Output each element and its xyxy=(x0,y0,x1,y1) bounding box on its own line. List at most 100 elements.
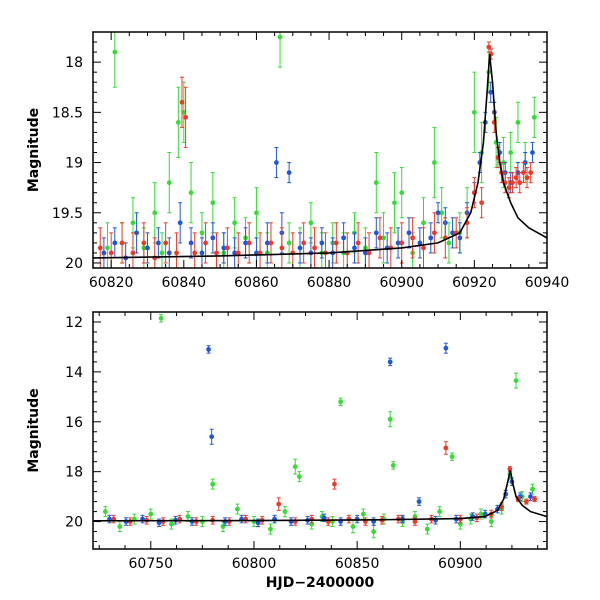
data-point xyxy=(232,237,238,268)
point-marker xyxy=(277,34,283,40)
point-marker xyxy=(399,240,405,246)
point-marker xyxy=(517,180,523,186)
point-marker xyxy=(355,240,361,246)
point-marker xyxy=(108,250,114,256)
series-2 xyxy=(107,342,533,528)
model-curve xyxy=(93,470,547,522)
data-point xyxy=(297,232,303,264)
x-tick-label: 60850 xyxy=(335,556,380,572)
data-point xyxy=(286,222,292,264)
point-marker xyxy=(412,519,418,524)
data-point xyxy=(524,167,530,189)
point-marker xyxy=(297,245,303,251)
x-tick-label: 60940 xyxy=(525,275,570,291)
y-tick-label: 18.5 xyxy=(52,105,83,121)
data-point xyxy=(371,524,377,539)
point-marker xyxy=(488,519,494,524)
point-marker xyxy=(203,240,208,246)
data-point xyxy=(117,521,123,533)
point-marker xyxy=(159,250,165,256)
point-marker xyxy=(282,509,288,514)
point-marker xyxy=(488,89,494,95)
point-marker xyxy=(279,245,285,251)
data-point xyxy=(439,187,445,239)
data-point xyxy=(350,519,356,534)
data-point xyxy=(292,458,298,475)
point-marker xyxy=(350,524,356,529)
data-point xyxy=(432,212,437,254)
data-point xyxy=(235,503,240,515)
data-point xyxy=(309,514,315,524)
data-point xyxy=(530,483,535,495)
point-marker xyxy=(296,474,302,480)
data-point xyxy=(189,517,195,526)
data-point xyxy=(428,222,434,254)
point-marker xyxy=(163,240,169,246)
data-point xyxy=(366,232,372,268)
data-point xyxy=(443,441,449,455)
point-marker xyxy=(112,49,118,55)
point-marker xyxy=(366,250,372,256)
y-tick-label: 14 xyxy=(65,365,83,381)
data-point xyxy=(377,217,383,259)
data-point xyxy=(371,517,377,526)
data-point xyxy=(360,508,366,520)
data-point xyxy=(363,237,368,268)
data-point xyxy=(177,202,183,244)
point-marker xyxy=(188,190,194,196)
data-point xyxy=(329,516,335,528)
point-marker xyxy=(174,250,179,256)
bottom-panel-full-light-curve: 60750 60800 60850 60900 12 14 16 18 20 Magnitude H… xyxy=(26,311,548,591)
series-1 xyxy=(105,32,537,268)
data-point xyxy=(264,222,270,264)
point-marker xyxy=(214,250,219,256)
data-point xyxy=(210,222,216,254)
data-point xyxy=(279,227,285,268)
point-marker xyxy=(268,240,274,246)
data-point xyxy=(433,516,438,525)
point-marker xyxy=(446,240,452,246)
data-point xyxy=(175,86,181,159)
data-point xyxy=(373,217,379,249)
data-point xyxy=(513,372,519,389)
data-point xyxy=(206,345,211,354)
data-point xyxy=(226,517,232,526)
point-marker xyxy=(392,200,397,206)
data-point xyxy=(141,222,147,264)
point-marker xyxy=(399,190,405,196)
point-marker xyxy=(102,509,108,514)
point-marker xyxy=(352,245,357,251)
point-marker xyxy=(268,526,273,532)
data-point xyxy=(520,162,526,184)
point-marker xyxy=(235,506,240,512)
point-marker xyxy=(179,99,185,105)
data-point xyxy=(192,232,198,268)
point-marker xyxy=(254,210,259,216)
data-point xyxy=(221,232,227,264)
data-point xyxy=(450,217,455,249)
data-point xyxy=(159,232,165,268)
data-point xyxy=(406,217,412,249)
point-marker xyxy=(155,240,161,246)
data-point xyxy=(338,397,344,407)
data-point xyxy=(312,227,317,268)
point-marker xyxy=(235,250,241,256)
data-point xyxy=(292,517,298,526)
point-marker xyxy=(528,494,533,500)
x-tick-label: 60920 xyxy=(452,275,497,291)
point-marker xyxy=(338,399,344,405)
point-marker xyxy=(506,185,512,191)
y-tick-label: 20 xyxy=(65,256,83,272)
point-marker xyxy=(169,521,174,527)
point-marker xyxy=(416,499,422,504)
data-point xyxy=(243,514,249,524)
point-marker xyxy=(246,240,252,246)
x-axis-title: HJD−2400000 xyxy=(266,575,375,591)
point-marker xyxy=(508,150,514,155)
point-marker xyxy=(312,245,317,251)
data-point xyxy=(355,222,361,264)
point-marker xyxy=(112,240,118,246)
y-axis-title: Magnitude xyxy=(26,108,42,192)
point-marker xyxy=(424,526,430,532)
series-3 xyxy=(97,41,534,268)
